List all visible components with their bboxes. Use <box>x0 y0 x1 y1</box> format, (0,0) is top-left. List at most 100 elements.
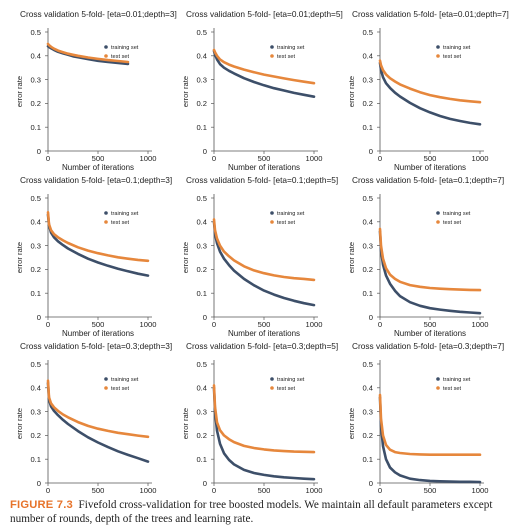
legend-marker <box>270 211 274 215</box>
y-tick-label: 0.1 <box>362 289 373 298</box>
y-tick-label: 0.1 <box>196 289 207 298</box>
training-series-line <box>212 49 316 98</box>
test-series-line <box>46 211 150 263</box>
training-series-line <box>378 61 482 126</box>
y-tick-label: 0.2 <box>196 431 207 440</box>
y-tick-label: 0.1 <box>196 455 207 464</box>
legend-marker <box>436 386 440 390</box>
x-tick-label: 500 <box>424 320 437 329</box>
training-series-line <box>212 386 316 481</box>
y-tick-label: 0.1 <box>362 455 373 464</box>
x-axis-label: Number of iterations <box>228 163 300 172</box>
legend-label: test set <box>443 386 461 392</box>
x-tick-label: 0 <box>46 486 50 495</box>
chart-title: Cross validation 5-fold- [eta=0.01;depth… <box>352 9 509 19</box>
legend-marker <box>104 54 108 58</box>
legend-label: test set <box>277 220 295 226</box>
chart-panel: Cross validation 5-fold- [eta=0.01;depth… <box>347 9 509 172</box>
legend-label: training set <box>111 45 139 51</box>
legend-label: training set <box>277 45 305 51</box>
chart-title: Cross validation 5-fold- [eta=0.1;depth=… <box>186 175 338 185</box>
y-tick-label: 0.4 <box>30 218 41 227</box>
legend-marker <box>436 220 440 224</box>
legend-marker <box>436 211 440 215</box>
y-tick-label: 0.3 <box>30 75 41 84</box>
legend-marker <box>436 377 440 381</box>
x-axis-label: Number of iterations <box>394 329 466 338</box>
y-tick-label: 0.2 <box>30 99 41 108</box>
y-tick-label: 0 <box>369 479 373 488</box>
y-tick-label: 0 <box>37 479 41 488</box>
x-tick-label: 0 <box>212 320 216 329</box>
y-tick-label: 0.4 <box>362 52 373 61</box>
y-tick-label: 0.2 <box>362 431 373 440</box>
x-axis-label: Number of iterations <box>62 329 134 338</box>
y-tick-label: 0.4 <box>196 52 207 61</box>
x-tick-label: 0 <box>212 486 216 495</box>
x-tick-label: 500 <box>92 154 105 163</box>
x-axis-label: Number of iterations <box>228 329 300 338</box>
training-series-line <box>46 213 150 277</box>
y-tick-label: 0 <box>369 313 373 322</box>
chart-title: Cross validation 5-fold- [eta=0.01;depth… <box>20 9 177 19</box>
y-tick-label: 0.1 <box>196 123 207 132</box>
legend-label: training set <box>443 377 471 383</box>
y-tick-label: 0.3 <box>362 75 373 84</box>
legend-label: test set <box>443 220 461 226</box>
y-tick-label: 0.5 <box>30 194 41 203</box>
y-axis-label: error rate <box>347 408 356 439</box>
legend-marker <box>270 386 274 390</box>
legend-label: training set <box>443 211 471 217</box>
test-series-line <box>46 42 130 64</box>
y-tick-label: 0.1 <box>30 455 41 464</box>
legend-label: test set <box>111 220 129 226</box>
y-tick-label: 0.5 <box>196 194 207 203</box>
y-axis-label: error rate <box>347 76 356 107</box>
legend-marker <box>270 54 274 58</box>
test-series-line <box>212 218 316 282</box>
x-tick-label: 1000 <box>306 486 323 495</box>
y-tick-label: 0.1 <box>362 123 373 132</box>
y-tick-label: 0.1 <box>30 123 41 132</box>
y-tick-label: 0.3 <box>30 241 41 250</box>
y-tick-label: 0.4 <box>196 218 207 227</box>
y-tick-label: 0.5 <box>30 360 41 369</box>
test-series-line <box>212 384 316 454</box>
figure-caption-text: Fivefold cross-validation for tree boost… <box>10 499 493 525</box>
x-tick-label: 1000 <box>306 154 323 163</box>
x-tick-label: 1000 <box>472 486 489 495</box>
test-series-line <box>378 59 482 104</box>
y-axis-label: error rate <box>15 242 24 273</box>
x-tick-label: 0 <box>46 320 50 329</box>
y-tick-label: 0.5 <box>362 28 373 37</box>
x-tick-label: 500 <box>424 486 437 495</box>
x-tick-label: 0 <box>212 154 216 163</box>
chart-panel: Cross validation 5-fold- [eta=0.1;depth=… <box>347 175 504 338</box>
legend-label: test set <box>277 54 295 60</box>
legend-marker <box>436 45 440 49</box>
chart-panel: Cross validation 5-fold- [eta=0.1;depth=… <box>181 175 338 338</box>
y-tick-label: 0.5 <box>30 28 41 37</box>
y-tick-label: 0.4 <box>362 384 373 393</box>
x-tick-label: 0 <box>378 486 382 495</box>
legend-marker <box>270 45 274 49</box>
legend-marker <box>270 377 274 381</box>
y-tick-label: 0.3 <box>362 407 373 416</box>
y-axis-label: error rate <box>15 76 24 107</box>
chart-panel: Cross validation 5-fold- [eta=0.3;depth=… <box>347 341 504 495</box>
x-tick-label: 1000 <box>140 486 157 495</box>
y-axis-label: error rate <box>181 76 190 107</box>
y-axis-label: error rate <box>347 242 356 273</box>
legend-label: test set <box>111 386 129 392</box>
legend-label: test set <box>443 54 461 60</box>
x-tick-label: 0 <box>378 320 382 329</box>
legend-marker <box>436 54 440 58</box>
y-tick-label: 0.3 <box>196 241 207 250</box>
x-tick-label: 500 <box>92 320 105 329</box>
chart-panel: Cross validation 5-fold- [eta=0.3;depth=… <box>181 341 338 495</box>
x-tick-label: 1000 <box>306 320 323 329</box>
test-series-line <box>378 393 482 457</box>
y-tick-label: 0 <box>369 147 373 156</box>
chart-panel: Cross validation 5-fold- [eta=0.1;depth=… <box>15 175 172 338</box>
x-tick-label: 500 <box>258 486 271 495</box>
